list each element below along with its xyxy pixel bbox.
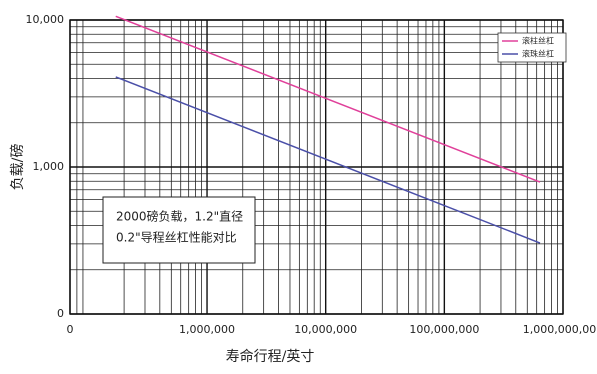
y-tick-label: 10,000	[26, 13, 65, 26]
x-tick-label: 1,000,000	[179, 323, 235, 336]
data-line	[115, 76, 541, 244]
y-tick-label: 1,000	[33, 160, 65, 173]
data-line	[115, 15, 541, 183]
annotation-text: 0.2"导程丝杠性能对比	[116, 230, 237, 245]
legend-label: 滚柱丝杠	[522, 36, 554, 46]
plot-frame	[69, 19, 564, 315]
x-tick-label: 0	[67, 323, 74, 336]
y-axis-title: 负载/磅	[9, 144, 26, 191]
legend-box	[497, 32, 567, 63]
x-tick-label: 1,000,000,000	[523, 323, 597, 336]
x-axis-title: 寿命行程/英寸	[226, 348, 315, 365]
annotation-box	[102, 196, 256, 264]
x-tick-label: 10,000,000	[294, 323, 357, 336]
y-tick-label: 0	[57, 307, 64, 320]
annotation-text: 2000磅负载，1.2"直径	[116, 209, 243, 224]
x-tick-label: 100,000,000	[409, 323, 479, 336]
legend-label: 滚珠丝杠	[522, 49, 554, 59]
annotation: 2000磅负载，1.2"直径 0.2"导程丝杠性能对比	[102, 196, 256, 264]
